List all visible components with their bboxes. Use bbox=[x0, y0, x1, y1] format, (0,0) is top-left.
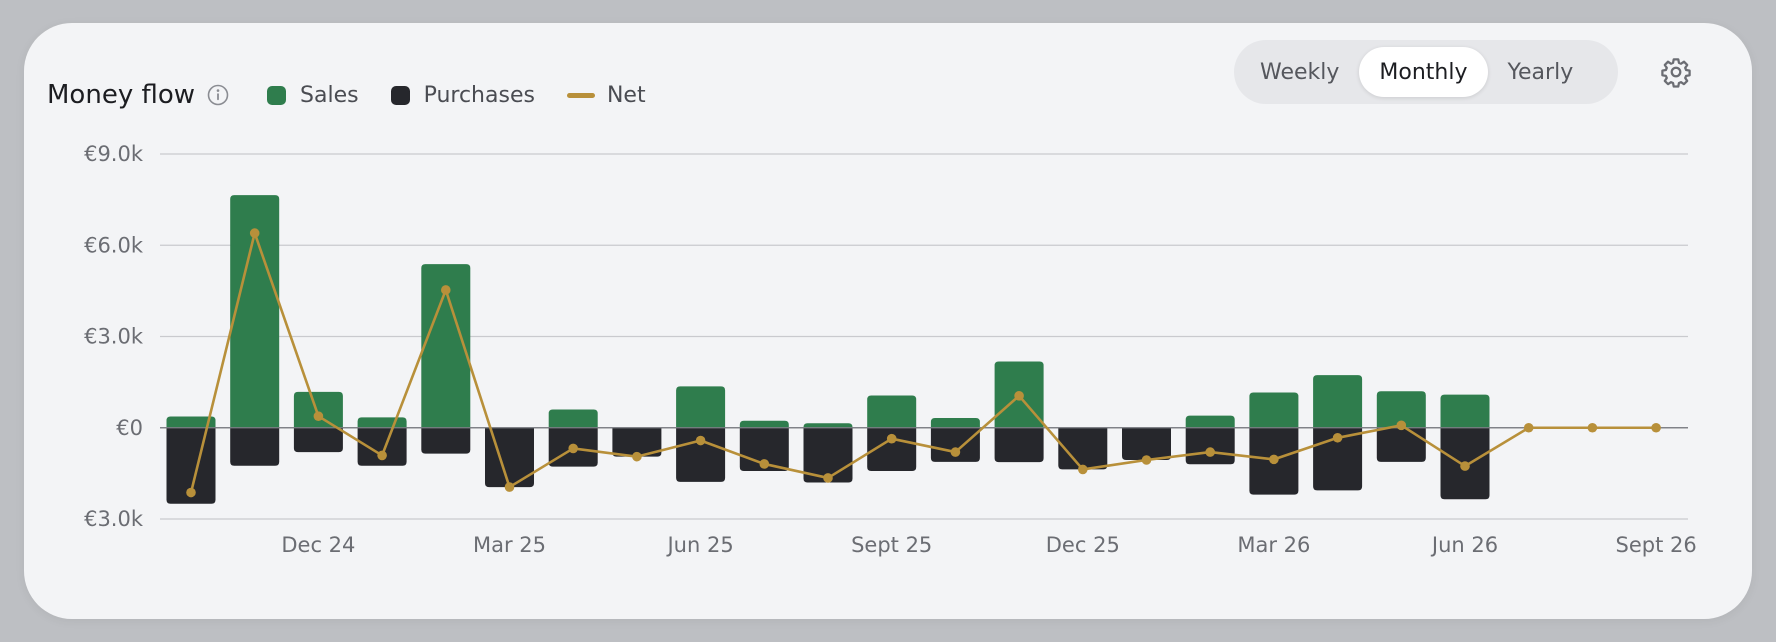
net-point bbox=[1651, 422, 1661, 433]
x-tick-label: Sept 25 bbox=[851, 533, 932, 557]
net-point bbox=[1587, 422, 1598, 433]
legend-swatch-sales bbox=[267, 85, 287, 105]
sales-bar bbox=[293, 391, 343, 428]
net-point bbox=[313, 411, 324, 421]
sales-bar bbox=[1440, 394, 1490, 428]
sales-bar bbox=[1313, 375, 1363, 428]
net-point bbox=[886, 433, 897, 444]
legend-label-purchases: Purchases bbox=[423, 82, 535, 108]
net-point bbox=[249, 228, 260, 238]
purchase-bar bbox=[485, 427, 534, 488]
net-point bbox=[1141, 455, 1152, 465]
sales-bar bbox=[230, 195, 280, 428]
y-tick-label: €3.0k bbox=[84, 507, 144, 531]
x-tick-label: Sept 26 bbox=[1615, 533, 1696, 557]
x-tick-label: Jun 25 bbox=[665, 533, 733, 557]
purchase-bar bbox=[1185, 427, 1235, 465]
net-point bbox=[1332, 432, 1343, 443]
toggle-yearly[interactable]: Yearly bbox=[1507, 59, 1574, 85]
purchase-bar bbox=[1122, 427, 1171, 460]
sales-bar bbox=[930, 418, 980, 428]
sales-bar bbox=[676, 386, 726, 428]
money-flow-card bbox=[24, 23, 1752, 619]
legend-swatch-purchases bbox=[390, 85, 410, 105]
toggle-weekly[interactable]: Weekly bbox=[1260, 59, 1340, 85]
purchase-bar bbox=[1376, 427, 1426, 462]
info-icon[interactable] bbox=[207, 84, 229, 106]
net-series bbox=[186, 228, 1661, 498]
x-tick-label: Mar 26 bbox=[1237, 533, 1310, 557]
net-point bbox=[1523, 422, 1534, 433]
x-tick-label: Dec 25 bbox=[1046, 533, 1120, 557]
sales-bar bbox=[1376, 391, 1426, 428]
purchase-bars bbox=[166, 427, 1490, 504]
y-tick-label: €3.0k bbox=[84, 325, 144, 349]
sales-bar bbox=[548, 409, 598, 428]
legend-item-sales[interactable]: Sales bbox=[267, 83, 359, 108]
net-point bbox=[950, 447, 961, 457]
x-tick-label: Jun 26 bbox=[1430, 533, 1498, 557]
legend-item-purchases[interactable]: Purchases bbox=[390, 82, 535, 108]
net-point bbox=[1396, 420, 1407, 431]
sales-bar bbox=[357, 417, 407, 428]
legend-item-net[interactable]: Net bbox=[566, 82, 646, 108]
net-point bbox=[695, 435, 706, 446]
sales-bar bbox=[1185, 415, 1235, 428]
legend-swatch-net bbox=[566, 92, 595, 98]
sales-bar bbox=[739, 420, 789, 428]
y-tick-label: €9.0k bbox=[84, 142, 144, 166]
sales-bar bbox=[421, 264, 471, 428]
purchase-bar bbox=[1313, 427, 1363, 491]
purchase-bar bbox=[612, 427, 662, 457]
net-point bbox=[632, 451, 642, 462]
sales-bar bbox=[803, 423, 853, 428]
chart-header: Money flow Sales Purchases Net bbox=[47, 71, 678, 119]
sales-bar bbox=[166, 416, 216, 428]
net-point bbox=[1460, 461, 1470, 471]
net-point bbox=[1014, 391, 1024, 401]
net-point bbox=[823, 473, 833, 483]
sales-bar bbox=[1249, 392, 1299, 428]
purchase-bar bbox=[994, 427, 1044, 463]
gear-icon[interactable] bbox=[1660, 56, 1692, 88]
purchase-bar bbox=[293, 427, 343, 453]
chart-title: Money flow bbox=[47, 80, 196, 110]
purchase-bar bbox=[676, 427, 726, 482]
net-point bbox=[377, 450, 387, 461]
y-tick-label: €6.0k bbox=[84, 233, 144, 257]
purchase-bar bbox=[867, 427, 917, 471]
y-axis-ticks: €9.0k €6.0k €3.0k €0 €3.0k bbox=[84, 142, 144, 531]
net-point bbox=[1205, 447, 1215, 457]
period-toggle: Weekly Monthly Yearly bbox=[1234, 40, 1618, 104]
purchase-bar bbox=[421, 427, 471, 454]
legend-label-sales: Sales bbox=[300, 82, 359, 108]
net-point bbox=[1078, 464, 1088, 475]
net-point bbox=[186, 487, 196, 498]
net-line bbox=[189, 231, 1657, 493]
legend-label-net: Net bbox=[606, 82, 646, 108]
net-point bbox=[504, 482, 515, 492]
net-point bbox=[759, 459, 770, 469]
net-point bbox=[441, 285, 451, 295]
x-axis-ticks: Dec 24 Mar 25 Jun 25 Sept 25 Dec 25 Mar 26 Jun… bbox=[281, 533, 1696, 557]
sales-bar bbox=[867, 395, 917, 428]
x-tick-label: Dec 24 bbox=[281, 533, 355, 557]
purchase-bar bbox=[357, 427, 407, 466]
toggle-monthly[interactable]: Monthly bbox=[1359, 47, 1488, 97]
purchase-bar bbox=[1058, 427, 1108, 470]
purchase-bar bbox=[230, 427, 280, 466]
y-tick-label: €0 bbox=[116, 416, 143, 440]
purchase-bar bbox=[930, 427, 980, 462]
sales-bars bbox=[166, 195, 1490, 428]
net-point bbox=[568, 443, 578, 454]
purchase-bar bbox=[803, 427, 853, 483]
x-tick-label: Mar 25 bbox=[473, 533, 546, 557]
net-point bbox=[1269, 454, 1279, 465]
